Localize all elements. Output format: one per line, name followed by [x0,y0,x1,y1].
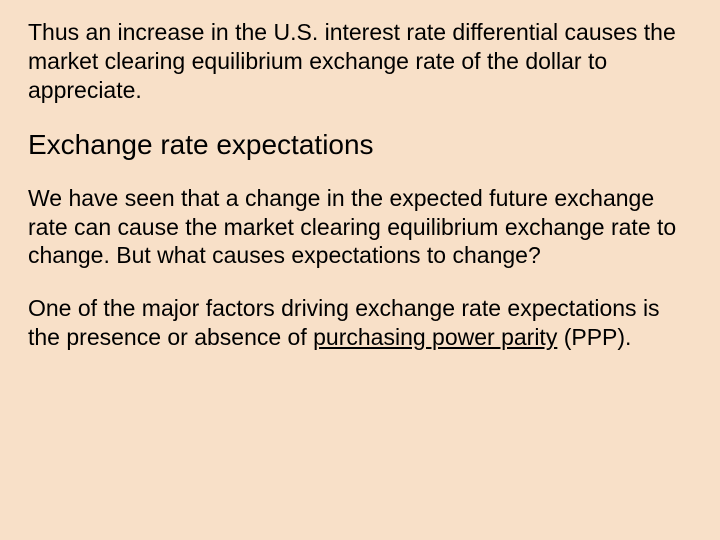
body2-underlined-term: purchasing power parity [313,324,557,350]
body2-post-text: (PPP). [557,324,631,350]
body-paragraph-1: We have seen that a change in the expect… [28,184,692,270]
body-paragraph-2: One of the major factors driving exchang… [28,294,692,352]
section-heading: Exchange rate expectations [28,128,692,162]
intro-paragraph: Thus an increase in the U.S. interest ra… [28,18,692,104]
